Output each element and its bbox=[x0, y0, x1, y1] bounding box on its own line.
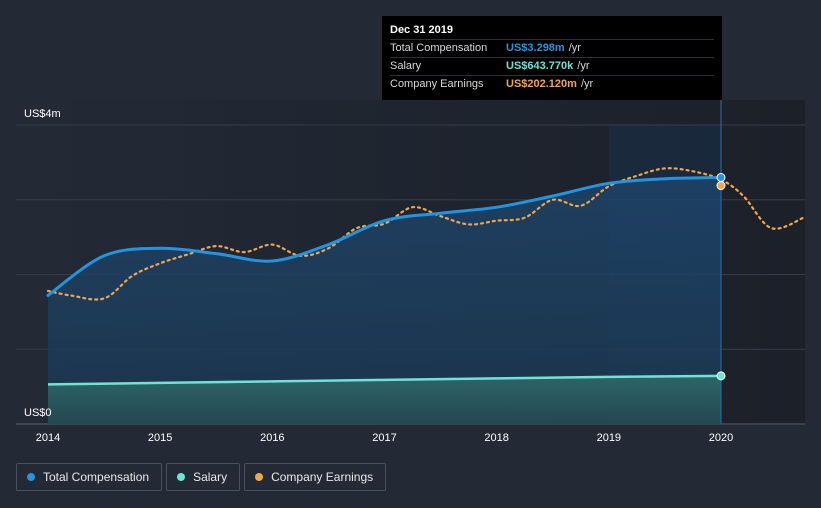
tooltip-unit: /yr bbox=[577, 60, 590, 72]
tooltip-value: US$3.298m bbox=[506, 42, 565, 54]
total-compensation-marker bbox=[716, 172, 726, 182]
total-compensation-line bbox=[46, 176, 723, 297]
data-tooltip: Dec 31 2019 Total Compensation US$3.298m… bbox=[382, 16, 722, 100]
legend-dot-icon bbox=[255, 473, 264, 481]
tooltip-unit: /yr bbox=[568, 42, 581, 54]
legend-item-total-compensation[interactable]: Total Compensation bbox=[16, 463, 163, 491]
x-tick-label: 2018 bbox=[484, 432, 508, 444]
x-tick-label: 2015 bbox=[148, 432, 172, 444]
legend-dot-icon bbox=[27, 473, 35, 481]
tooltip-row-company-earnings: Company Earnings US$202.120m /yr bbox=[390, 75, 714, 93]
salary-marker bbox=[716, 371, 726, 381]
tooltip-label: Company Earnings bbox=[390, 78, 484, 90]
legend-label: Salary bbox=[193, 470, 228, 484]
y-axis-top-label: US$4m bbox=[24, 108, 61, 120]
tooltip-row-total-compensation: Total Compensation US$3.298m /yr bbox=[390, 39, 714, 57]
tooltip-row-salary: Salary US$643.770k /yr bbox=[390, 57, 714, 75]
legend-label: Total Compensation bbox=[43, 470, 150, 484]
tooltip-label: Salary bbox=[390, 60, 422, 72]
x-tick-label: 2019 bbox=[597, 432, 621, 444]
legend-item-company-earnings[interactable]: Company Earnings bbox=[244, 463, 387, 491]
x-tick-label: 2017 bbox=[372, 432, 396, 444]
company-earnings-marker bbox=[716, 181, 726, 191]
x-tick-label: 2020 bbox=[709, 432, 733, 444]
salary-line bbox=[47, 374, 722, 386]
y-axis-bottom-label: US$0 bbox=[24, 407, 52, 419]
tooltip-unit: /yr bbox=[580, 78, 594, 90]
legend-dot-icon bbox=[177, 473, 186, 481]
legend-item-salary[interactable]: Salary bbox=[166, 463, 241, 491]
tooltip-value: US$643.770k bbox=[506, 60, 574, 72]
tooltip-date: Dec 31 2019 bbox=[390, 24, 453, 36]
x-tick-label: 2016 bbox=[260, 432, 284, 444]
chart-legend: Total Compensation Salary Company Earnin… bbox=[16, 463, 387, 491]
tooltip-value: US$202.120m bbox=[506, 78, 577, 90]
tooltip-label: Total Compensation bbox=[390, 42, 488, 54]
salary-area bbox=[48, 375, 721, 424]
company-earnings-line bbox=[46, 167, 807, 301]
x-tick-label: 2014 bbox=[36, 432, 60, 444]
total-compensation-area bbox=[48, 177, 721, 424]
legend-label: Company Earnings bbox=[271, 470, 374, 484]
